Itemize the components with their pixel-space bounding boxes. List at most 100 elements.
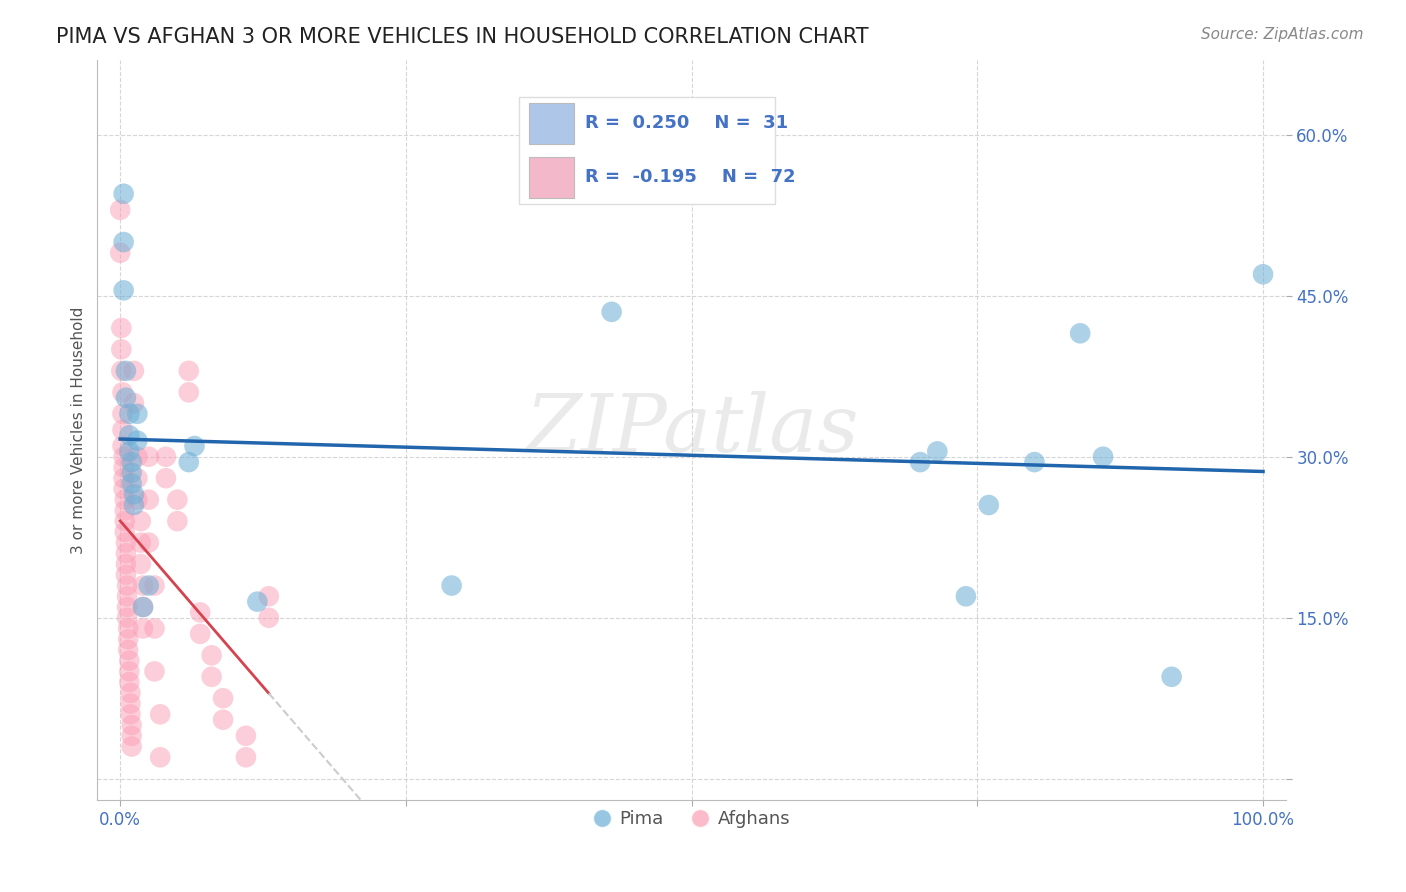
Point — [188, 606, 211, 620]
Point — [114, 514, 136, 528]
Point — [183, 439, 205, 453]
Point — [257, 589, 280, 603]
Point — [115, 535, 138, 549]
Point — [120, 707, 142, 722]
Point — [600, 305, 623, 319]
Bar — [529, 157, 574, 197]
Point — [114, 524, 136, 539]
Point — [127, 471, 149, 485]
Point — [188, 627, 211, 641]
Point — [129, 535, 152, 549]
Point — [110, 321, 132, 335]
Point — [111, 439, 134, 453]
Point — [112, 284, 135, 298]
Point — [177, 364, 200, 378]
Point — [127, 450, 149, 464]
Point — [143, 622, 166, 636]
Point — [212, 691, 235, 706]
Point — [110, 364, 132, 378]
Point — [121, 729, 143, 743]
Point — [115, 611, 138, 625]
Point — [127, 407, 149, 421]
Point — [129, 514, 152, 528]
Point — [115, 600, 138, 615]
Point — [977, 498, 1000, 512]
Point — [111, 423, 134, 437]
Point — [1251, 267, 1274, 281]
Point — [166, 492, 188, 507]
Point — [110, 343, 132, 357]
Point — [1069, 326, 1091, 341]
Point — [149, 750, 172, 764]
Point — [201, 670, 224, 684]
Point — [117, 643, 139, 657]
Point — [132, 600, 155, 615]
Point — [955, 589, 977, 603]
Point — [121, 718, 143, 732]
Point — [908, 455, 931, 469]
Point — [112, 460, 135, 475]
Point — [112, 450, 135, 464]
Point — [118, 428, 141, 442]
Text: R =  0.250    N =  31: R = 0.250 N = 31 — [585, 114, 787, 133]
Point — [120, 697, 142, 711]
Point — [122, 498, 145, 512]
Point — [121, 739, 143, 754]
Point — [122, 364, 145, 378]
Point — [212, 713, 235, 727]
Text: Source: ZipAtlas.com: Source: ZipAtlas.com — [1201, 27, 1364, 42]
Point — [235, 750, 257, 764]
Point — [143, 578, 166, 592]
Point — [118, 654, 141, 668]
Bar — [529, 103, 574, 144]
Point — [117, 632, 139, 647]
Point — [927, 444, 949, 458]
Point — [115, 567, 138, 582]
Point — [1092, 450, 1115, 464]
Point — [117, 622, 139, 636]
Point — [132, 600, 155, 615]
Point — [115, 546, 138, 560]
Point — [155, 471, 177, 485]
Point — [129, 557, 152, 571]
Point — [112, 186, 135, 201]
Point — [115, 589, 138, 603]
Point — [112, 471, 135, 485]
Point — [111, 407, 134, 421]
Point — [177, 455, 200, 469]
Point — [120, 686, 142, 700]
Point — [127, 492, 149, 507]
Point — [246, 594, 269, 608]
Point — [257, 611, 280, 625]
Legend: Pima, Afghans: Pima, Afghans — [585, 803, 799, 836]
Point — [111, 385, 134, 400]
Point — [118, 407, 141, 421]
Point — [115, 364, 138, 378]
Point — [115, 391, 138, 405]
Point — [138, 535, 160, 549]
Text: R =  -0.195    N =  72: R = -0.195 N = 72 — [585, 169, 796, 186]
Point — [235, 729, 257, 743]
Point — [177, 385, 200, 400]
FancyBboxPatch shape — [519, 96, 775, 204]
Point — [121, 476, 143, 491]
Point — [121, 466, 143, 480]
Point — [122, 487, 145, 501]
Point — [108, 245, 131, 260]
Point — [112, 482, 135, 496]
Point — [127, 434, 149, 448]
Point — [155, 450, 177, 464]
Point — [122, 396, 145, 410]
Point — [201, 648, 224, 663]
Point — [108, 202, 131, 217]
Point — [121, 455, 143, 469]
Text: PIMA VS AFGHAN 3 OR MORE VEHICLES IN HOUSEHOLD CORRELATION CHART: PIMA VS AFGHAN 3 OR MORE VEHICLES IN HOU… — [56, 27, 869, 46]
Point — [112, 235, 135, 249]
Text: ZIPatlas: ZIPatlas — [524, 392, 859, 468]
Point — [115, 578, 138, 592]
Point — [114, 503, 136, 517]
Point — [149, 707, 172, 722]
Point — [138, 492, 160, 507]
Point — [166, 514, 188, 528]
Point — [1024, 455, 1046, 469]
